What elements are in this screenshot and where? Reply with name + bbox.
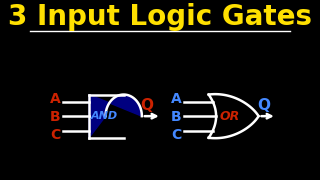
Text: Q: Q (140, 98, 153, 113)
Text: 3 Input Logic Gates: 3 Input Logic Gates (8, 3, 312, 31)
Polygon shape (89, 94, 142, 138)
Text: AND: AND (91, 111, 118, 121)
Text: A: A (171, 92, 182, 106)
Polygon shape (209, 94, 259, 138)
Text: Q: Q (257, 98, 270, 113)
Text: C: C (50, 129, 60, 143)
Text: OR: OR (220, 110, 240, 123)
Text: B: B (171, 110, 182, 124)
Text: C: C (172, 129, 182, 143)
Text: B: B (50, 110, 60, 124)
Text: A: A (50, 92, 60, 106)
